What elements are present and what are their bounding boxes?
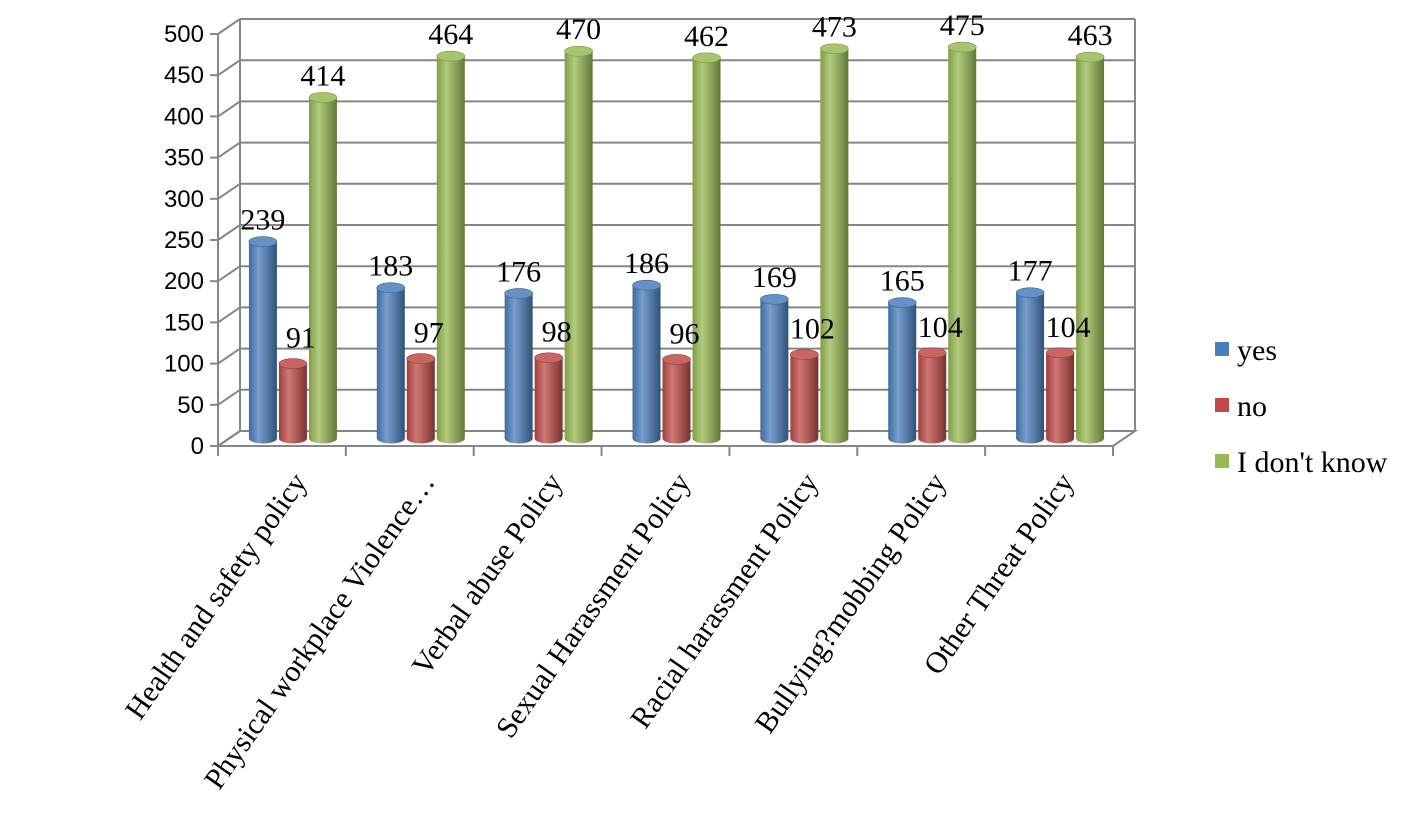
axes — [210, 33, 1139, 456]
y-tick-label-400: 400 — [164, 103, 204, 130]
legend-label-i-don-t-know: I don't know — [1237, 446, 1388, 479]
bar-no-other-threat-policy — [1045, 347, 1075, 444]
data-label-yes-racial-harassment-policy: 169 — [752, 261, 797, 294]
data-label-i-don-t-know-bullying-mobbing-policy: 475 — [940, 9, 985, 42]
side-gridline-200 — [217, 265, 241, 283]
side-gridline-50 — [217, 388, 241, 406]
y-tick-label-150: 150 — [164, 309, 204, 336]
y-axis-ticks: 0 50 100 150 200 250 300 350 400 450 500 — [164, 21, 204, 460]
bars — [248, 41, 1105, 444]
side-gridline-300 — [217, 182, 241, 200]
legend-label-yes: yes — [1237, 334, 1277, 367]
y-tick-label-250: 250 — [164, 227, 204, 254]
data-label-no-other-threat-policy: 104 — [1046, 311, 1091, 344]
data-label-i-don-t-know-sexual-harassment-policy: 462 — [684, 20, 729, 53]
data-label-no-sexual-harassment-policy: 96 — [670, 317, 700, 350]
bar-i-don-t-know-racial-harassment-policy — [820, 43, 849, 444]
y-tick-label-500: 500 — [164, 21, 204, 48]
legend-item-no: no — [1215, 390, 1267, 423]
data-label-yes-other-threat-policy: 177 — [1008, 255, 1053, 288]
data-label-yes-physical-workplace-violence: 183 — [368, 250, 413, 283]
y-tick-label-300: 300 — [164, 186, 204, 213]
data-label-yes-sexual-harassment-policy: 186 — [624, 247, 669, 280]
legend-swatch-i-don-t-know — [1215, 454, 1229, 468]
bar-no-racial-harassment-policy — [790, 349, 819, 444]
bar-no-verbal-abuse-policy — [534, 352, 563, 444]
bar-no-sexual-harassment-policy — [662, 354, 691, 444]
bar-i-don-t-know-bullying-mobbing-policy — [947, 41, 977, 444]
bar-yes-sexual-harassment-policy — [632, 279, 661, 444]
data-label-i-don-t-know-verbal-abuse-policy: 470 — [556, 13, 601, 46]
data-label-yes-health-and-safety-policy: 239 — [240, 204, 285, 237]
bar-i-don-t-know-physical-workplace-violence — [436, 50, 466, 444]
bar-yes-racial-harassment-policy — [760, 293, 789, 444]
bar-yes-other-threat-policy — [1015, 287, 1045, 444]
data-label-no-verbal-abuse-policy: 98 — [542, 316, 572, 349]
data-label-i-don-t-know-physical-workplace-violence: 464 — [428, 18, 473, 51]
legend-item-i-don-t-know: I don't know — [1215, 446, 1388, 479]
bar-i-don-t-know-verbal-abuse-policy — [564, 45, 593, 444]
bar-i-don-t-know-sexual-harassment-policy — [692, 52, 721, 444]
side-gridline-150 — [217, 306, 241, 324]
legend-swatch-yes — [1215, 342, 1229, 356]
legend: yes no I don't know — [1215, 334, 1388, 479]
data-label-no-health-and-safety-policy: 91 — [286, 322, 316, 355]
bar-no-physical-workplace-violence — [406, 353, 436, 444]
x-tick-label-physical-workplace-violence: Physical workplace Violence… — [198, 467, 442, 795]
data-label-no-bullying-mobbing-policy: 104 — [918, 311, 963, 344]
floor — [214, 430, 1139, 447]
data-label-i-don-t-know-other-threat-policy: 463 — [1068, 19, 1113, 52]
data-label-yes-bullying-mobbing-policy: 165 — [880, 265, 925, 298]
bar-yes-verbal-abuse-policy — [504, 288, 533, 444]
legend-item-yes: yes — [1215, 334, 1277, 367]
data-label-yes-verbal-abuse-policy: 176 — [496, 255, 541, 288]
side-gridline-250 — [217, 224, 241, 241]
side-gridline-450 — [217, 59, 241, 77]
y-tick-label-0: 0 — [191, 433, 204, 460]
data-label-no-physical-workplace-violence: 97 — [414, 317, 444, 350]
bar-i-don-t-know-other-threat-policy — [1075, 51, 1105, 444]
y-tick-label-200: 200 — [164, 268, 204, 295]
y-tick-label-50: 50 — [177, 392, 204, 419]
bar-yes-physical-workplace-violence — [376, 282, 406, 444]
y-tick-label-350: 350 — [164, 145, 204, 172]
bar-yes-bullying-mobbing-policy — [887, 297, 917, 444]
legend-label-no: no — [1237, 390, 1267, 423]
side-gridline-100 — [217, 347, 241, 365]
legend-swatch-no — [1215, 398, 1229, 412]
y-tick-label-450: 450 — [164, 62, 204, 89]
bar-no-health-and-safety-policy — [278, 358, 308, 444]
side-gridline-400 — [217, 100, 241, 118]
bar-yes-health-and-safety-policy — [248, 236, 278, 444]
side-gridline-500 — [217, 18, 241, 35]
side-gridline-350 — [217, 141, 241, 159]
data-label-no-racial-harassment-policy: 102 — [790, 312, 835, 345]
bar-no-bullying-mobbing-policy — [917, 347, 947, 444]
y-tick-label-100: 100 — [164, 351, 204, 378]
data-label-i-don-t-know-racial-harassment-policy: 473 — [812, 11, 857, 44]
data-label-i-don-t-know-health-and-safety-policy: 414 — [300, 59, 345, 92]
bar-i-don-t-know-health-and-safety-policy — [308, 92, 338, 444]
